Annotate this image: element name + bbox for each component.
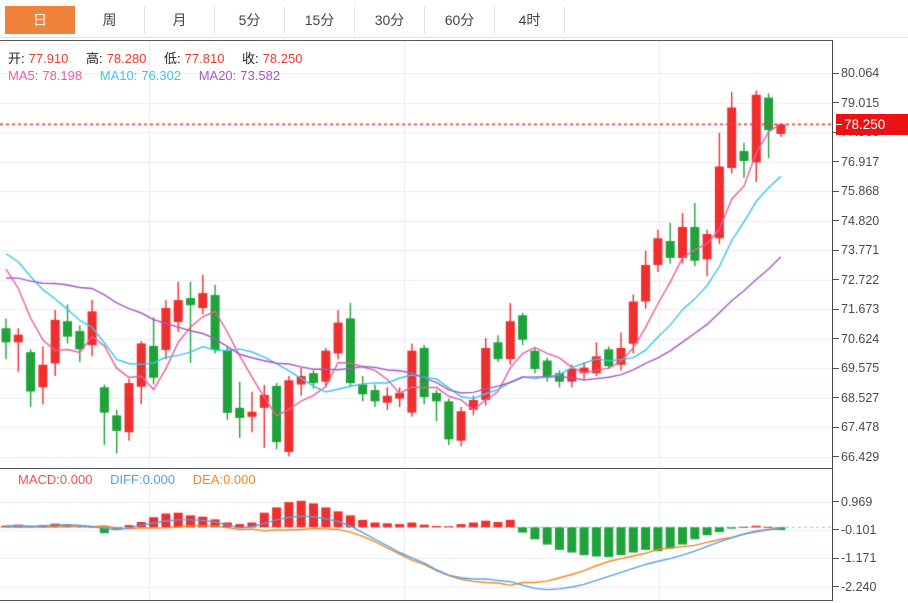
macd-axis-label: 0.969 bbox=[833, 495, 908, 509]
price-axis-label: 76.917 bbox=[833, 155, 908, 169]
tab-60min[interactable]: 60分 bbox=[425, 6, 495, 34]
price-axis-label: 72.722 bbox=[833, 273, 908, 287]
price-axis-label: 74.820 bbox=[833, 214, 908, 228]
tab-4hour[interactable]: 4时 bbox=[495, 6, 565, 34]
axis-tick bbox=[833, 308, 839, 310]
axis-tick bbox=[833, 161, 839, 163]
axis-tick bbox=[833, 529, 839, 531]
price-axis-label: 70.624 bbox=[833, 332, 908, 346]
tab-5min[interactable]: 5分 bbox=[215, 6, 285, 34]
price-axis-label: 67.478 bbox=[833, 420, 908, 434]
axis-tick bbox=[833, 249, 839, 251]
tab-week[interactable]: 周 bbox=[75, 6, 145, 34]
price-axis-label: 68.527 bbox=[833, 391, 908, 405]
axis-tick bbox=[833, 220, 839, 222]
price-axis-label: 69.575 bbox=[833, 361, 908, 375]
axis-tick bbox=[833, 190, 839, 192]
price-axis-label: 73.771 bbox=[833, 243, 908, 257]
period-tabbar: 日周月 5分 15分 30分 60分 4时 bbox=[0, 0, 908, 38]
price-axis-label: 66.429 bbox=[833, 450, 908, 464]
axis-tick bbox=[833, 338, 839, 340]
axis-tick bbox=[833, 456, 839, 458]
axis-tick bbox=[833, 279, 839, 281]
axis-tick bbox=[833, 102, 839, 104]
current-price-badge: 78.250 bbox=[836, 113, 908, 135]
macd-axis-label: -0.101 bbox=[833, 523, 908, 537]
current-price-value: 78.250 bbox=[844, 116, 886, 132]
axis-tick bbox=[833, 367, 839, 369]
axis-tick bbox=[833, 586, 839, 588]
macd-axis-label: -2.240 bbox=[833, 580, 908, 594]
tab-month[interactable]: 月 bbox=[145, 6, 215, 34]
axis-tick bbox=[833, 501, 839, 503]
axis-tick bbox=[833, 426, 839, 428]
price-axis-label: 79.015 bbox=[833, 96, 908, 110]
chart-bottom-border bbox=[0, 600, 833, 601]
axis-tick bbox=[833, 557, 839, 559]
axis-tick bbox=[833, 397, 839, 399]
tab-day[interactable]: 日 bbox=[5, 6, 75, 34]
candlestick-chart-canvas[interactable] bbox=[0, 40, 832, 600]
price-axis-label: 80.064 bbox=[833, 66, 908, 80]
price-axis-label: 71.673 bbox=[833, 302, 908, 316]
macd-axis-label: -1.171 bbox=[833, 551, 908, 565]
badge-tick bbox=[836, 123, 842, 125]
axis-tick bbox=[833, 72, 839, 74]
price-axis-label: 75.868 bbox=[833, 184, 908, 198]
tab-15min[interactable]: 15分 bbox=[285, 6, 355, 34]
tab-30min[interactable]: 30分 bbox=[355, 6, 425, 34]
panel-separator bbox=[0, 468, 833, 469]
